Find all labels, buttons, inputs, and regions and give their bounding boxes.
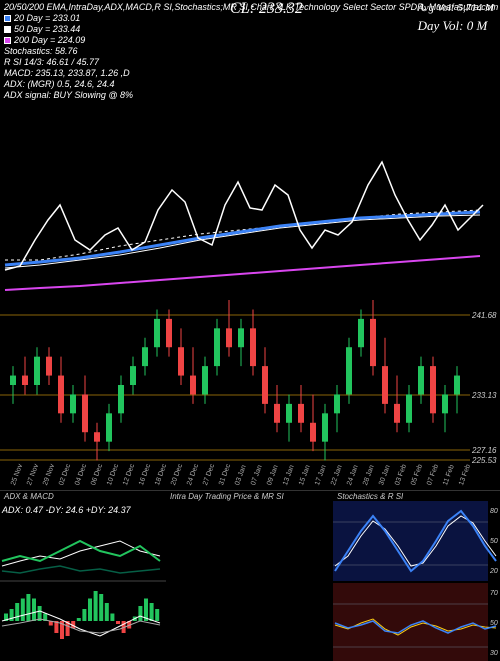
intra-title: Intra Day Trading Price & MR SI — [168, 491, 286, 502]
stoch-title: Stochastics & R SI — [335, 491, 405, 502]
intraday-panel: Intra Day Trading Price & MR SI — [166, 490, 333, 660]
stoch-label: Stochastics: 58.76 — [4, 46, 496, 57]
adx-title: ADX & MACD — [2, 491, 56, 502]
svg-text:227.16: 227.16 — [471, 446, 497, 455]
svg-text:ADX: 0.47 -DY: 24.6 +DY: 24.3: ADX: 0.47 -DY: 24.6 +DY: 24.37 — [1, 505, 132, 515]
date-axis: 25 Nov27 Nov29 Nov02 Dec04 Dec06 Dec10 D… — [0, 470, 500, 490]
svg-text:50: 50 — [490, 538, 498, 545]
adx-label: ADX: (MGR) 0.5, 24.6, 24.4 — [4, 79, 496, 90]
header-right: Avg Vol: 5,714 M Day Vol: 0 M — [418, 2, 494, 34]
svg-text:241.68: 241.68 — [471, 311, 497, 320]
ma200-label: 200 Day = 224.09 — [14, 35, 85, 45]
svg-text:20: 20 — [489, 568, 498, 575]
close-price: CL: 233.32 — [230, 0, 303, 18]
main-ma-chart — [0, 90, 500, 300]
ma50-label: 50 Day = 233.44 — [14, 24, 80, 34]
rsi-label: R SI 14/3: 46.61 / 45.77 — [4, 57, 496, 68]
legend-swatch-200 — [4, 37, 11, 44]
day-vol: Day Vol: 0 M — [418, 18, 494, 34]
avg-vol: Avg Vol: 5,714 M — [418, 2, 494, 14]
chart-header: 20/50/200 EMA,IntraDay,ADX,MACD,R SI,Sto… — [0, 0, 500, 90]
indicator-row: ADX & MACD ADX: 0.47 -DY: 24.6 +DY: 24.3… — [0, 490, 500, 660]
svg-text:225.53: 225.53 — [471, 456, 497, 465]
svg-text:70: 70 — [490, 590, 498, 597]
svg-text:80: 80 — [490, 508, 498, 515]
svg-text:233.13: 233.13 — [471, 391, 497, 400]
legend-swatch-50 — [4, 26, 11, 33]
macd-label: MACD: 235.13, 233.87, 1.26 ,D — [4, 68, 496, 79]
ma20-label: 20 Day = 233.01 — [14, 13, 80, 23]
candlestick-chart: 241.68 233.13 227.16225.53 25 Nov27 Nov29 … — [0, 300, 500, 490]
stoch-rsi-panel: Stochastics & R SI 805020705030 — [333, 490, 500, 660]
legend-swatch-20 — [4, 15, 11, 22]
svg-text:30: 30 — [490, 650, 498, 657]
adx-macd-panel: ADX & MACD ADX: 0.47 -DY: 24.6 +DY: 24.3… — [0, 490, 166, 660]
